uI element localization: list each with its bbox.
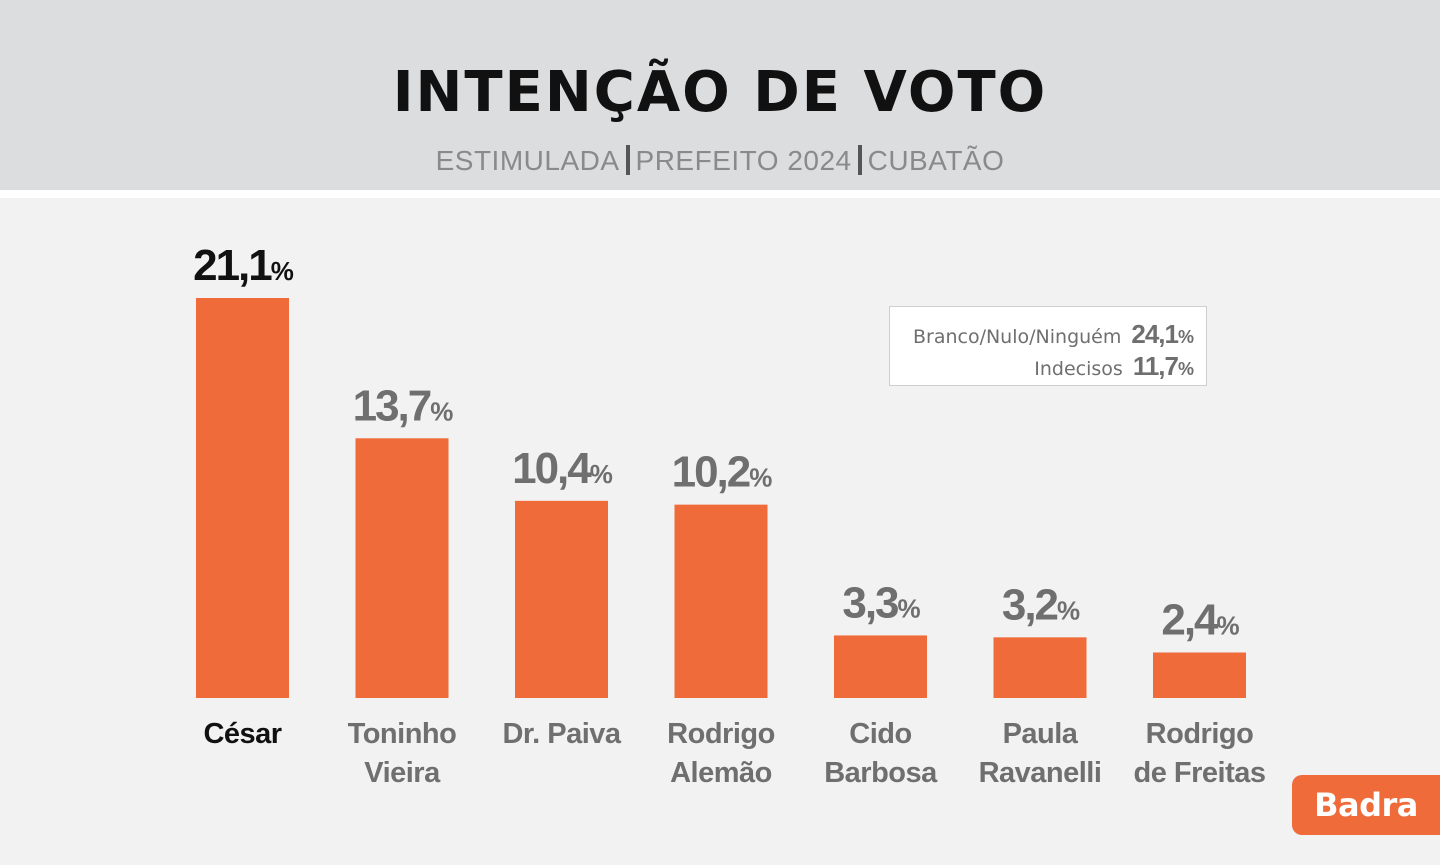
data-label: 3,3%: [842, 578, 920, 627]
data-label-value: 10,4: [512, 444, 592, 493]
subtitle-divider: [857, 145, 862, 175]
legend-unit: %: [1177, 359, 1194, 379]
bar: [1153, 652, 1246, 698]
data-label: 10,2%: [672, 448, 773, 497]
subtitle-type: ESTIMULADA: [435, 145, 620, 176]
chart-subtitle: ESTIMULADA PREFEITO 2024 CUBATÃO: [0, 145, 1440, 177]
bar: [674, 504, 768, 698]
data-label-value: 21,1: [193, 241, 272, 290]
data-label-unit: %: [1217, 611, 1240, 641]
category-label: Ravanelli: [979, 757, 1102, 789]
category-label: Toninho: [348, 718, 457, 750]
data-label: 13,7%: [353, 381, 454, 430]
data-label-value: 2,4: [1161, 596, 1219, 645]
category-label: Alemão: [670, 757, 772, 789]
legend-row-undecided: Indecisos 11,7 %: [1034, 351, 1194, 382]
bar: [515, 500, 608, 698]
data-label-unit: %: [749, 463, 772, 493]
chart-title: INTENÇÃO DE VOTO: [392, 60, 1048, 125]
data-label: 2,4%: [1161, 596, 1239, 645]
category-label: Cido: [849, 718, 911, 750]
subtitle-office: PREFEITO 2024: [635, 145, 852, 176]
header-divider: [0, 190, 1440, 198]
category-label: Vieira: [364, 757, 441, 789]
legend-unit: %: [1177, 327, 1194, 347]
legend-row-blank-null: Branco/Nulo/Ninguém 24,1 %: [913, 319, 1194, 350]
data-label: 21,1%: [193, 241, 294, 290]
subtitle-divider: [625, 145, 630, 175]
data-label-value: 13,7: [353, 381, 431, 430]
data-label: 10,4%: [512, 444, 613, 493]
bar: [834, 635, 927, 698]
data-label: 3,2%: [1002, 580, 1080, 629]
other-answers-box: Branco/Nulo/Ninguém 24,1 % Indecisos 11,…: [889, 306, 1207, 386]
category-label: Barbosa: [824, 757, 938, 789]
data-label-unit: %: [590, 459, 613, 489]
data-label-unit: %: [898, 593, 921, 623]
subtitle-city: CUBATÃO: [867, 145, 1005, 176]
category-label: de Freitas: [1134, 757, 1266, 789]
category-label: Dr. Paiva: [502, 718, 621, 750]
data-label-value: 10,2: [672, 448, 750, 497]
bar: [196, 298, 289, 698]
category-label: Paula: [1003, 718, 1079, 750]
legend-value: 11,7: [1132, 351, 1179, 381]
brand-logo: Badra: [1292, 775, 1440, 835]
header-band: INTENÇÃO DE VOTO ESTIMULADA PREFEITO 2024…: [0, 0, 1440, 190]
category-label: Rodrigo: [667, 718, 775, 750]
data-label-unit: %: [271, 256, 294, 286]
legend-label: Branco/Nulo/Ninguém: [912, 326, 1122, 348]
data-label-value: 3,3: [842, 578, 898, 627]
bar: [355, 438, 449, 698]
category-label: César: [203, 718, 281, 750]
legend-value: 24,1: [1131, 319, 1179, 349]
data-label-unit: %: [1057, 595, 1080, 625]
category-label: Rodrigo: [1146, 718, 1254, 750]
data-label-unit: %: [430, 396, 453, 426]
legend-label: Indecisos: [1034, 358, 1123, 380]
bar: [993, 637, 1087, 698]
data-label-value: 3,2: [1002, 580, 1058, 629]
